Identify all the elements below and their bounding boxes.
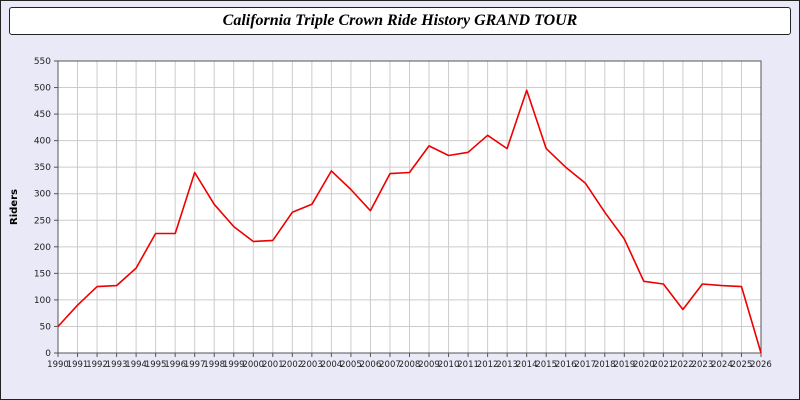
x-tick-label: 2022 [672,360,694,370]
x-tick-label: 2000 [242,360,264,370]
chart-title: California Triple Crown Ride History GRA… [222,12,578,29]
x-tick-label: 1997 [184,360,206,370]
line-chart: 0501001502002503003504004505005501990199… [9,57,772,370]
x-tick-label: 2016 [555,360,577,370]
y-tick-label: 250 [34,216,51,226]
x-tick-label: 2017 [574,360,596,370]
x-tick-label: 2001 [262,360,284,370]
x-tick-label: 2005 [340,360,362,370]
y-tick-label: 500 [34,84,51,94]
y-tick-label: 450 [34,110,51,120]
x-tick-label: 2009 [418,360,440,370]
x-tick-label: 2013 [496,360,518,370]
y-tick-label: 0 [45,349,51,359]
x-tick-label: 2026 [750,360,772,370]
y-tick-label: 350 [34,163,51,173]
x-tick-label: 2024 [711,360,733,370]
x-tick-label: 2018 [594,360,616,370]
x-tick-label: 2002 [282,360,304,370]
x-tick-label: 2010 [438,360,460,370]
x-tick-label: 1990 [47,360,69,370]
x-tick-label: 1995 [145,360,167,370]
y-axis-label: Riders [9,189,20,225]
plot-border [57,60,762,354]
x-tick-label: 2021 [653,360,675,370]
x-tick-label: 1992 [86,360,108,370]
y-tick-label: 550 [34,57,51,67]
series-line-riders [57,89,762,354]
x-tick-label: 2007 [379,360,401,370]
y-tick-label: 100 [34,296,51,306]
x-tick-label: 1996 [164,360,186,370]
x-tick-label: 2019 [613,360,635,370]
x-tick-label: 1998 [203,360,225,370]
axis-ticks: 0501001502002503003504004505005501990199… [34,57,772,370]
x-tick-label: 2015 [535,360,557,370]
x-tick-label: 2006 [360,360,382,370]
x-tick-label: 1994 [125,360,147,370]
y-tick-label: 150 [34,269,51,279]
x-tick-label: 1991 [67,360,89,370]
x-tick-label: 2004 [321,360,343,370]
y-tick-label: 300 [34,190,51,200]
y-tick-label: 50 [40,322,52,332]
x-tick-label: 2025 [731,360,753,370]
x-tick-label: 2011 [457,360,479,370]
x-tick-label: 2012 [477,360,499,370]
x-tick-label: 2008 [399,360,421,370]
chart-title-bar: California Triple Crown Ride History GRA… [9,7,791,35]
x-tick-label: 2020 [633,360,655,370]
x-tick-label: 1999 [223,360,245,370]
chart-area: 0 50 100 150 200 250 300 350 400 450 500 550 1990 199… [1,41,800,391]
x-tick-label: 2003 [301,360,323,370]
y-tick-label: 200 [34,243,51,253]
y-tick-label: 400 [34,137,51,147]
x-tick-label: 2014 [516,360,538,370]
x-tick-label: 2023 [692,360,714,370]
x-tick-label: 1993 [106,360,128,370]
